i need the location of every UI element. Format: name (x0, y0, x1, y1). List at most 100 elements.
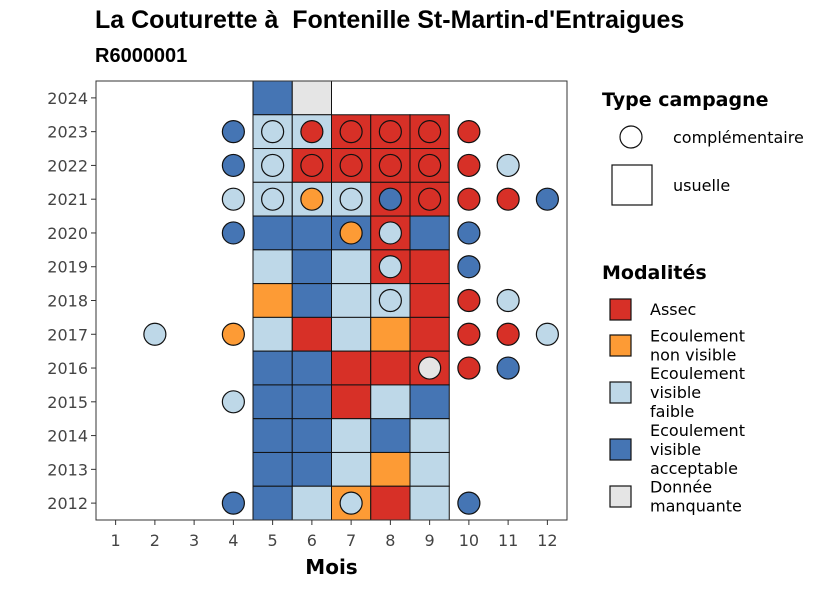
y-tick-label: 2016 (47, 359, 88, 378)
point-complementaire-2021-10 (457, 187, 481, 211)
point-complementaire-2019-10 (457, 255, 481, 279)
point-complementaire-2017-2 (143, 322, 167, 346)
complementaire-points (143, 120, 559, 515)
legend-label-complementaire: complémentaire (673, 128, 804, 147)
legend-label-line: faible (650, 402, 694, 421)
cell-usuelle-2020-9 (409, 215, 450, 251)
legend-label-line: Donnée (650, 478, 712, 497)
point-complementaire-2022-5 (261, 153, 285, 178)
cell-usuelle-2017-7 (331, 316, 372, 352)
legend-label-line: Assec (650, 300, 696, 319)
x-axis-label: Mois (305, 555, 357, 579)
legend-label-usuelle: usuelle (673, 176, 730, 195)
cell-usuelle-2015-8 (370, 384, 411, 420)
point-complementaire-2021-7 (339, 187, 363, 211)
cell-usuelle-2014-5 (252, 418, 293, 453)
point-complementaire-2022-4 (221, 153, 245, 178)
cell-usuelle-2024-6 (291, 80, 332, 116)
y-axis: 2012 2013 2014 2015 2016 2017 2018 2019 2020 2021… (47, 89, 96, 513)
point-complementaire-2021-4 (221, 187, 245, 211)
point-complementaire-2022-7 (339, 153, 363, 178)
legend-square-key (611, 164, 653, 206)
point-complementaire-2016-10 (457, 356, 481, 380)
y-tick-label: 2023 (47, 123, 88, 142)
point-complementaire-2023-6 (300, 120, 324, 144)
chart-subtitle: R6000001 (95, 45, 188, 67)
point-complementaire-2017-11 (496, 322, 520, 346)
point-complementaire-2020-4 (221, 221, 245, 245)
point-complementaire-2018-8 (378, 288, 402, 313)
cell-usuelle-2014-6 (291, 418, 332, 453)
x-tick-label: 12 (537, 531, 557, 550)
point-complementaire-2022-8 (378, 153, 402, 178)
legend-label-ecoulement_visible_faible: Ecoulement visible faible (650, 364, 745, 421)
point-complementaire-2017-4 (221, 322, 245, 346)
point-complementaire-2022-6 (300, 153, 324, 178)
point-complementaire-2022-9 (418, 153, 442, 178)
x-tick-label: 10 (459, 531, 479, 550)
cell-usuelle-2013-5 (252, 451, 293, 487)
point-complementaire-2021-5 (261, 187, 285, 211)
cell-usuelle-2013-9 (409, 451, 450, 487)
cell-usuelle-2016-6 (291, 350, 332, 386)
y-tick-label: 2013 (47, 460, 88, 479)
cell-usuelle-2016-7 (331, 350, 372, 386)
point-complementaire-2021-6 (300, 187, 324, 211)
legend-key-ecoulement_visible_acceptable (609, 438, 632, 461)
cell-usuelle-2018-6 (291, 283, 332, 318)
point-complementaire-2020-8 (378, 221, 402, 245)
legend-label-donnee_manquante: Donnée manquante (650, 478, 742, 516)
usuelle-cells (252, 80, 450, 521)
point-complementaire-2023-9 (418, 120, 442, 144)
point-complementaire-2023-10 (457, 120, 481, 144)
y-tick-label: 2014 (47, 427, 88, 446)
y-tick-label: 2018 (47, 292, 88, 311)
point-complementaire-2015-4 (221, 390, 245, 414)
cell-usuelle-2017-6 (291, 316, 332, 352)
cell-usuelle-2019-5 (252, 249, 293, 285)
point-complementaire-2018-10 (457, 288, 481, 313)
legend-label-line: Ecoulement (650, 364, 745, 383)
legend-label-line: Ecoulement (650, 327, 745, 346)
y-tick-label: 2020 (47, 224, 88, 243)
legend-circle-key (619, 125, 643, 149)
legend-label-ecoulement_visible_acceptable: Ecoulement visible acceptable (650, 421, 745, 478)
y-tick-label: 2015 (47, 393, 88, 412)
point-complementaire-2023-8 (378, 120, 402, 144)
point-complementaire-2012-7 (339, 491, 363, 515)
point-complementaire-2020-10 (457, 221, 481, 245)
legend-modalites-title: Modalités (602, 262, 707, 284)
cell-usuelle-2014-9 (409, 418, 450, 453)
point-complementaire-2016-9 (418, 356, 442, 380)
cell-usuelle-2016-5 (252, 350, 293, 386)
legend-label-ecoulement_non_visible: Ecoulement non visible (650, 327, 745, 365)
legend-label-line: visible (650, 383, 701, 402)
point-complementaire-2017-12 (535, 322, 559, 346)
x-tick-label: 7 (346, 531, 356, 550)
cell-usuelle-2012-6 (291, 485, 332, 521)
point-complementaire-2021-12 (535, 187, 559, 211)
y-tick-label: 2017 (47, 325, 88, 344)
legend-label-line: Ecoulement (650, 421, 745, 440)
x-tick-label: 6 (307, 531, 317, 550)
cell-usuelle-2017-9 (409, 316, 450, 352)
cell-usuelle-2018-5 (252, 283, 293, 318)
legend-label-line: acceptable (650, 459, 738, 478)
cell-usuelle-2012-5 (252, 485, 293, 521)
cell-usuelle-2014-8 (370, 418, 411, 453)
chart-title: La Couturette à Fontenille St-Martin-d'E… (95, 6, 685, 34)
legend-label-assec: Assec (650, 300, 696, 319)
cell-usuelle-2020-5 (252, 215, 293, 251)
point-complementaire-2020-7 (339, 221, 363, 245)
cell-usuelle-2016-8 (370, 350, 411, 386)
point-complementaire-2022-11 (496, 153, 520, 178)
cell-usuelle-2015-9 (409, 384, 450, 420)
cell-usuelle-2015-7 (331, 384, 372, 420)
cell-usuelle-2018-9 (409, 283, 450, 318)
x-tick-label: 3 (189, 531, 199, 550)
cell-usuelle-2013-7 (331, 451, 372, 487)
cell-usuelle-2019-7 (331, 249, 372, 285)
y-tick-label: 2021 (47, 190, 88, 209)
